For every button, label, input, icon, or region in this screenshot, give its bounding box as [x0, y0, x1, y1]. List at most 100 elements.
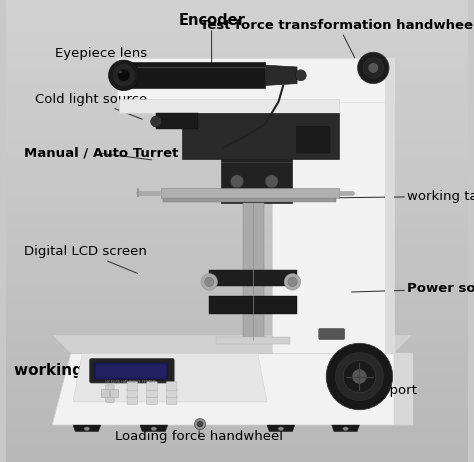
Bar [6, 365, 468, 370]
Bar [6, 157, 468, 162]
Bar [6, 282, 468, 286]
Polygon shape [119, 99, 338, 113]
Text: Manual / Auto Turret: Manual / Auto Turret [24, 147, 178, 160]
Circle shape [197, 421, 203, 427]
Bar [6, 351, 468, 356]
Circle shape [194, 419, 206, 430]
Polygon shape [140, 425, 168, 432]
Bar [6, 337, 468, 342]
Bar [6, 189, 468, 194]
Bar [6, 176, 468, 180]
Bar [6, 439, 468, 444]
Bar [6, 5, 468, 9]
Bar [6, 55, 468, 60]
Polygon shape [163, 198, 337, 202]
Bar [6, 139, 468, 143]
Bar [6, 457, 468, 462]
Bar [6, 180, 468, 185]
Bar [6, 116, 468, 120]
Bar [6, 374, 468, 379]
Bar [6, 37, 468, 42]
Bar [6, 434, 468, 439]
Bar [6, 240, 468, 245]
Bar [6, 273, 468, 277]
Bar [6, 430, 468, 434]
Circle shape [357, 52, 389, 84]
Text: VICKERS HARDNESS TESTER: VICKERS HARDNESS TESTER [105, 380, 155, 384]
Bar [6, 314, 468, 319]
Bar [6, 342, 468, 346]
Bar [6, 208, 468, 213]
Text: working panel: working panel [14, 357, 136, 378]
Bar [6, 185, 468, 189]
Bar [6, 23, 468, 28]
Bar [6, 259, 468, 263]
Bar [6, 134, 468, 139]
FancyBboxPatch shape [127, 389, 137, 398]
Bar [6, 245, 468, 249]
FancyBboxPatch shape [101, 389, 109, 398]
Polygon shape [161, 188, 338, 198]
Bar [6, 9, 468, 14]
Bar [6, 356, 468, 360]
Bar [6, 407, 468, 411]
Bar [6, 166, 468, 171]
Polygon shape [52, 335, 412, 353]
Circle shape [326, 343, 392, 410]
Bar [6, 393, 468, 397]
Bar [6, 277, 468, 282]
Bar [6, 143, 468, 148]
Circle shape [265, 175, 278, 188]
Bar [6, 328, 468, 333]
Bar [6, 360, 468, 365]
Bar [6, 425, 468, 430]
Text: Power source: Power source [352, 282, 474, 295]
Circle shape [288, 277, 297, 286]
Bar [6, 60, 468, 65]
Bar [6, 18, 468, 23]
Polygon shape [156, 113, 198, 129]
Bar [6, 319, 468, 323]
Circle shape [205, 277, 214, 286]
Bar [6, 88, 468, 92]
Bar [6, 74, 468, 79]
Polygon shape [394, 353, 412, 425]
Bar [6, 333, 468, 337]
Bar [6, 249, 468, 254]
Bar [6, 383, 468, 388]
Bar [6, 148, 468, 152]
Circle shape [336, 353, 383, 401]
Bar [6, 420, 468, 425]
FancyBboxPatch shape [110, 389, 118, 398]
FancyBboxPatch shape [106, 394, 114, 402]
Circle shape [109, 60, 139, 91]
Bar [6, 268, 468, 273]
Bar [6, 379, 468, 383]
Bar [6, 14, 468, 18]
Ellipse shape [278, 427, 283, 431]
Bar [6, 194, 468, 199]
Bar [6, 106, 468, 111]
Bar [6, 125, 468, 129]
Text: Cold light source: Cold light source [35, 93, 147, 119]
Circle shape [151, 116, 162, 127]
Bar [6, 411, 468, 416]
FancyBboxPatch shape [166, 395, 177, 405]
Bar [6, 129, 468, 134]
FancyBboxPatch shape [166, 389, 177, 398]
Bar [6, 120, 468, 125]
Text: Eyepiece lens: Eyepiece lens [55, 47, 147, 72]
Bar [6, 28, 468, 32]
Text: RS 232 port: RS 232 port [337, 380, 417, 397]
Circle shape [118, 69, 130, 81]
Polygon shape [73, 353, 267, 402]
Bar [6, 199, 468, 203]
Polygon shape [272, 58, 394, 353]
Circle shape [353, 370, 366, 383]
Bar [6, 226, 468, 231]
Polygon shape [182, 113, 338, 159]
Bar [6, 448, 468, 453]
Bar [6, 32, 468, 37]
Text: Loading force handwheel: Loading force handwheel [115, 430, 283, 443]
Text: Digital LCD screen: Digital LCD screen [24, 245, 146, 274]
